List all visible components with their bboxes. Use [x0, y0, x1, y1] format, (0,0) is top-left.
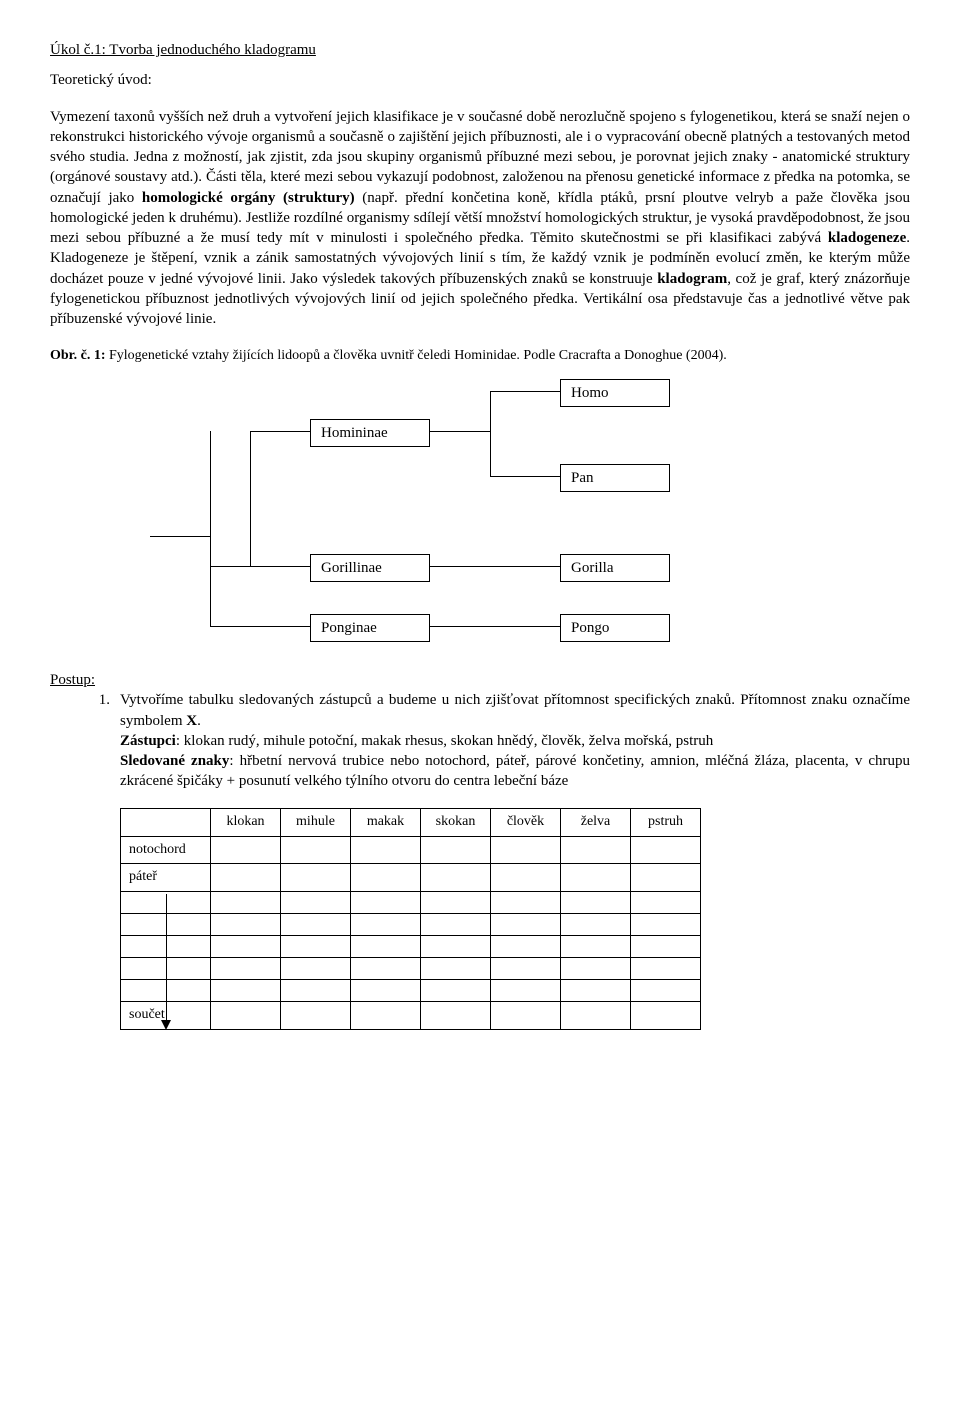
table-row: součet [121, 1002, 701, 1030]
table-cell [491, 1002, 561, 1030]
table-cell [491, 936, 561, 958]
table-row [121, 936, 701, 958]
col-zelva: želva [561, 808, 631, 836]
table-cell [421, 914, 491, 936]
table-cell [631, 1002, 701, 1030]
table-cell [211, 1002, 281, 1030]
table-cell [491, 914, 561, 936]
theory-body: Vymezení taxonů vyšších než druh a vytvo… [50, 107, 910, 330]
table-cell [351, 980, 421, 1002]
table-cell [561, 836, 631, 864]
table-cell [631, 980, 701, 1002]
table-cell [631, 936, 701, 958]
table-cell [421, 1002, 491, 1030]
table-cell [561, 864, 631, 892]
table-cell [211, 892, 281, 914]
table-cell [351, 864, 421, 892]
table-cell [631, 892, 701, 914]
row-header [121, 892, 211, 914]
postup-label: Postup: [50, 670, 910, 690]
table-cell [491, 980, 561, 1002]
col-pstruh: pstruh [631, 808, 701, 836]
table-row [121, 958, 701, 980]
node-pan: Pan [560, 464, 670, 492]
table-cell [281, 836, 351, 864]
table-row [121, 914, 701, 936]
table-cell [421, 836, 491, 864]
row-header: notochord [121, 836, 211, 864]
task-title: Úkol č.1: Tvorba jednoduchého kladogramu [50, 40, 910, 60]
node-gorilla: Gorilla [560, 554, 670, 582]
table-cell [631, 836, 701, 864]
table-cell [491, 958, 561, 980]
table-cell [351, 892, 421, 914]
table-cell [281, 892, 351, 914]
col-makak: makak [351, 808, 421, 836]
table-cell [421, 958, 491, 980]
table-cell [561, 958, 631, 980]
table-cell [631, 864, 701, 892]
trait-table: klokan mihule makak skokan člověk želva … [120, 808, 701, 1031]
table-row [121, 980, 701, 1002]
row-header: páteř [121, 864, 211, 892]
table-cell [561, 980, 631, 1002]
table-cell [281, 864, 351, 892]
table-cell [281, 914, 351, 936]
col-mihule: mihule [281, 808, 351, 836]
table-cell [281, 980, 351, 1002]
table-cell [421, 864, 491, 892]
table-cell [561, 914, 631, 936]
table-cell [211, 980, 281, 1002]
table-cell [491, 864, 561, 892]
table-cell [211, 914, 281, 936]
table-cell [351, 1002, 421, 1030]
col-skokan: skokan [421, 808, 491, 836]
table-cell [491, 892, 561, 914]
table-cell [561, 1002, 631, 1030]
table-cell [281, 1002, 351, 1030]
table-row: notochord [121, 836, 701, 864]
theory-heading: Teoretický úvod: [50, 70, 910, 90]
table-cell [491, 836, 561, 864]
table-cell [631, 914, 701, 936]
cladogram-diagram: Ponginae Pongo Gorillinae Gorilla Homini… [190, 376, 790, 646]
col-klokan: klokan [211, 808, 281, 836]
figure-caption: Obr. č. 1: Fylogenetické vztahy žijících… [50, 347, 910, 366]
table-cell [421, 980, 491, 1002]
table-cell [561, 892, 631, 914]
table-cell [211, 864, 281, 892]
table-cell [211, 958, 281, 980]
table-cell [351, 836, 421, 864]
table-cell [421, 892, 491, 914]
postup-step-number: 1. [50, 690, 120, 710]
table-cell [281, 958, 351, 980]
table-cell [421, 936, 491, 958]
postup-step-text: Vytvoříme tabulku sledovaných zástupců a… [120, 690, 910, 791]
node-gorillinae: Gorillinae [310, 554, 430, 582]
table-row [121, 892, 701, 914]
table-header-row: klokan mihule makak skokan člověk želva … [121, 808, 701, 836]
table-cell [351, 958, 421, 980]
node-ponginae: Ponginae [310, 614, 430, 642]
table-cell [631, 958, 701, 980]
postup-step-1: 1. Vytvoříme tabulku sledovaných zástupc… [50, 690, 910, 791]
table-cell [211, 936, 281, 958]
node-pongo: Pongo [560, 614, 670, 642]
table-cell [211, 836, 281, 864]
node-homininae: Homininae [310, 419, 430, 447]
col-clovek: člověk [491, 808, 561, 836]
table-cell [351, 936, 421, 958]
table-cell [281, 936, 351, 958]
node-homo: Homo [560, 379, 670, 407]
table-cell [351, 914, 421, 936]
table-corner-cell [121, 808, 211, 836]
table-cell [561, 936, 631, 958]
table-row: páteř [121, 864, 701, 892]
